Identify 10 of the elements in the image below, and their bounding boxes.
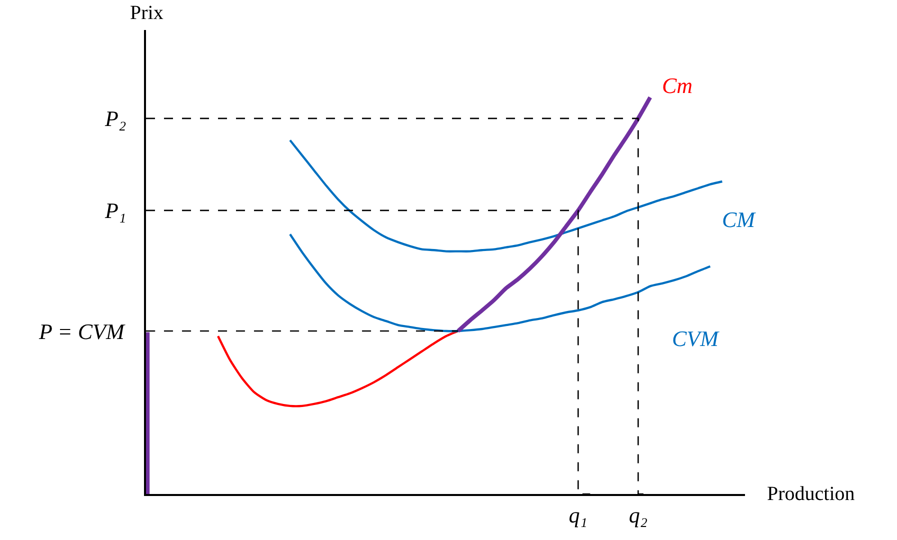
text: Cm bbox=[662, 73, 693, 98]
text: P₁ bbox=[104, 198, 126, 223]
series-label: CM bbox=[722, 207, 757, 232]
x-tick-label: q₂ bbox=[628, 502, 648, 528]
text: P₂ bbox=[104, 106, 126, 131]
text: P = CVM bbox=[38, 319, 126, 344]
x-axis-title: Production bbox=[767, 483, 855, 505]
x-tick-label: q₁ bbox=[568, 502, 588, 528]
series-label: CVM bbox=[672, 326, 720, 351]
y-axis-title: Prix bbox=[130, 2, 164, 24]
